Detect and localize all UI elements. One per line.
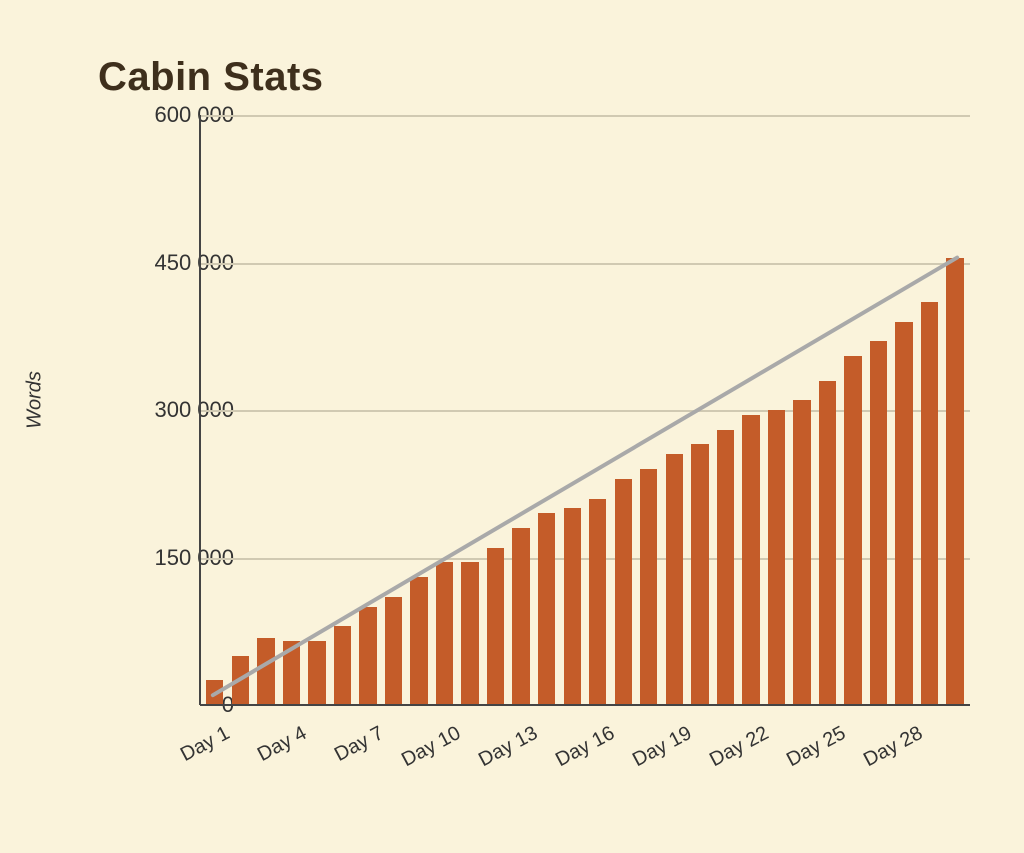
- bar: [283, 641, 300, 705]
- bar-slot: [891, 115, 917, 705]
- bar-slot: [483, 115, 509, 705]
- bar: [921, 302, 938, 705]
- x-tick-label: Day 25: [777, 722, 850, 775]
- chart-container: Cabin Stats Words 0150 000300 000450 000…: [0, 0, 1024, 853]
- bar: [512, 528, 529, 705]
- bar: [844, 356, 861, 705]
- bar-slot: [304, 115, 330, 705]
- bar-slot: [917, 115, 943, 705]
- bar-slot: [636, 115, 662, 705]
- x-tick-label: Day 13: [469, 722, 542, 775]
- bar-slot: [381, 115, 407, 705]
- bar-slot: [866, 115, 892, 705]
- bar: [334, 626, 351, 705]
- bar: [895, 322, 912, 706]
- x-tick-label: Day 16: [546, 722, 619, 775]
- bar-slot: [687, 115, 713, 705]
- x-tick-label: Day 28: [854, 722, 927, 775]
- bar-slot: [611, 115, 637, 705]
- bar: [410, 577, 427, 705]
- bar-slot: [840, 115, 866, 705]
- x-tick-labels: Day 1Day 4Day 7Day 10Day 13Day 16Day 19D…: [200, 712, 970, 792]
- bar-slot: [406, 115, 432, 705]
- bar-slot: [279, 115, 305, 705]
- x-tick-label: Day 7: [315, 722, 388, 775]
- bar: [385, 597, 402, 705]
- bar-slot: [559, 115, 585, 705]
- bar-slot: [764, 115, 790, 705]
- bar-slot: [662, 115, 688, 705]
- bar-slot: [228, 115, 254, 705]
- bar: [615, 479, 632, 705]
- bars-group: [200, 115, 970, 705]
- bar-slot: [508, 115, 534, 705]
- bar: [538, 513, 555, 705]
- x-tick-label: Day 1: [161, 722, 234, 775]
- plot-area: [200, 115, 970, 705]
- bar: [308, 641, 325, 705]
- x-tick-label: Day 4: [238, 722, 311, 775]
- bar-slot: [789, 115, 815, 705]
- bar-slot: [355, 115, 381, 705]
- bar: [232, 656, 249, 705]
- x-axis-line: [200, 704, 970, 706]
- bar: [436, 562, 453, 705]
- bar-slot: [534, 115, 560, 705]
- bar-slot: [457, 115, 483, 705]
- bar-slot: [738, 115, 764, 705]
- bar: [742, 415, 759, 705]
- bar-slot: [585, 115, 611, 705]
- bar: [257, 638, 274, 705]
- bar: [589, 499, 606, 706]
- bar-slot: [253, 115, 279, 705]
- bar-slot: [815, 115, 841, 705]
- bar: [691, 444, 708, 705]
- bar-slot: [432, 115, 458, 705]
- bar: [768, 410, 785, 705]
- x-tick-label: Day 10: [392, 722, 465, 775]
- y-axis-line: [199, 115, 201, 705]
- bar: [359, 607, 376, 705]
- chart-title: Cabin Stats: [98, 55, 324, 100]
- bar: [564, 508, 581, 705]
- bar-slot: [942, 115, 968, 705]
- bar-slot: [202, 115, 228, 705]
- bar: [640, 469, 657, 705]
- bar-slot: [713, 115, 739, 705]
- bar: [870, 341, 887, 705]
- y-axis-title: Words: [24, 371, 47, 429]
- bar: [487, 548, 504, 705]
- bar: [666, 454, 683, 705]
- bar: [461, 562, 478, 705]
- bar: [946, 258, 963, 705]
- bar: [819, 381, 836, 706]
- x-tick-label: Day 19: [623, 722, 696, 775]
- bar: [793, 400, 810, 705]
- bar: [717, 430, 734, 705]
- bar-slot: [330, 115, 356, 705]
- x-tick-label: Day 22: [700, 722, 773, 775]
- bar: [206, 680, 223, 705]
